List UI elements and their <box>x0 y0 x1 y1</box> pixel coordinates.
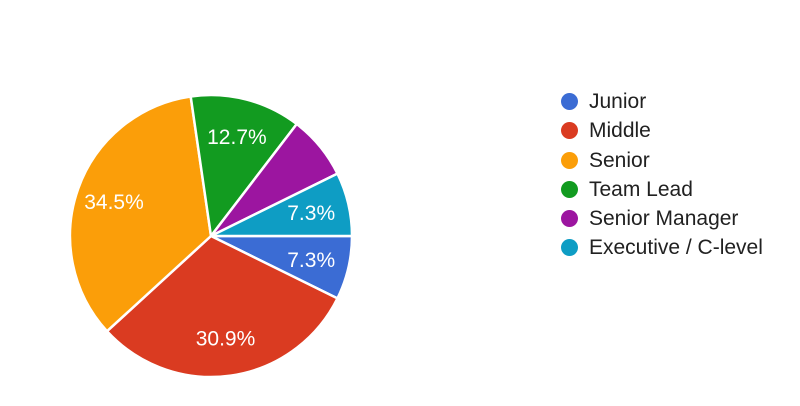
legend-label: Middle <box>589 119 651 143</box>
pie-slice-senior[interactable] <box>68 95 213 333</box>
slice-label-senior: 34.5% <box>84 191 144 214</box>
pie-slice-executive-c-level[interactable] <box>209 172 354 238</box>
legend-swatch-junior <box>561 93 578 110</box>
legend-label: Senior Manager <box>589 207 739 231</box>
pie-slice-team-lead[interactable] <box>189 93 298 238</box>
slice-label-executive-c-level: 7.3% <box>287 202 335 225</box>
slice-label-junior: 7.3% <box>287 249 335 272</box>
legend-item-junior: Junior <box>561 89 763 114</box>
legend-swatch-middle <box>561 122 578 140</box>
legend-item-executive-c-level: Executive / C-level <box>561 235 763 260</box>
chart-legend: Junior Middle Senior Team Lead Senior Manage… <box>561 89 763 260</box>
legend-swatch-executive-c-level <box>561 239 578 257</box>
legend-item-senior: Senior <box>561 148 763 173</box>
legend-label: Team Lead <box>589 177 693 201</box>
slice-label-team-lead: 12.7% <box>207 126 267 149</box>
legend-item-middle: Middle <box>561 118 763 143</box>
legend-swatch-team-lead <box>561 180 578 198</box>
slice-label-middle: 30.9% <box>196 327 256 350</box>
legend-item-senior-manager: Senior Manager <box>561 206 763 231</box>
legend-swatch-senior <box>561 151 578 169</box>
legend-label: Executive / C-level <box>589 236 763 260</box>
legend-swatch-senior-manager <box>561 210 578 228</box>
pie-slice-middle[interactable] <box>105 234 339 379</box>
legend-label: Senior <box>589 148 650 172</box>
legend-label: Junior <box>589 90 647 113</box>
legend-item-team-lead: Team Lead <box>561 177 763 202</box>
